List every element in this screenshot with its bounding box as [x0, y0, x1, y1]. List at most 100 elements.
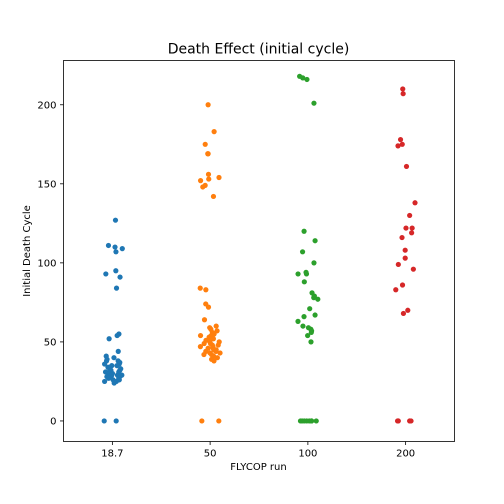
data-point: [402, 247, 408, 253]
y-tick-label: 200: [37, 100, 56, 111]
data-point: [400, 310, 407, 317]
data-point: [299, 249, 306, 255]
data-point: [412, 200, 418, 206]
data-point: [313, 418, 319, 424]
data-point: [300, 323, 306, 329]
data-point: [308, 329, 314, 336]
data-point: [399, 141, 405, 147]
data-point: [201, 351, 207, 358]
data-point: [200, 184, 206, 190]
x-tick-label: 50: [204, 449, 217, 460]
data-point: [112, 244, 118, 250]
data-point: [300, 75, 306, 81]
data-point: [205, 304, 212, 310]
data-point: [197, 178, 204, 184]
x-axis-label: FLYCOP run: [230, 462, 286, 473]
data-point: [295, 271, 301, 277]
data-point: [303, 271, 310, 277]
data-point: [211, 358, 217, 364]
y-tick-label: 100: [37, 258, 56, 269]
data-point: [399, 234, 405, 241]
data-point: [409, 230, 415, 236]
data-point: [114, 363, 120, 369]
data-point: [395, 261, 401, 268]
data-point: [308, 418, 315, 424]
data-point: [205, 151, 211, 157]
data-point: [400, 86, 406, 92]
data-point: [113, 249, 119, 255]
data-point: [216, 174, 222, 181]
x-axis: 18.7 50 100 200: [101, 441, 415, 460]
data-point: [312, 238, 318, 244]
data-point: [395, 418, 401, 424]
data-point: [111, 355, 117, 361]
x-tick-label: 100: [298, 449, 317, 460]
data-point: [201, 340, 207, 347]
data-point: [111, 380, 117, 386]
data-point: [197, 285, 203, 291]
data-point: [403, 225, 409, 231]
data-point: [115, 348, 121, 354]
data-point: [214, 355, 220, 361]
data-point: [113, 268, 119, 274]
data-point: [117, 274, 123, 280]
data-point: [113, 418, 119, 424]
chart-title: Death Effect (initial cycle): [168, 42, 350, 58]
data-point: [217, 350, 223, 356]
data-point: [405, 307, 411, 313]
y-axis: 0 50 100 150 200: [37, 100, 64, 427]
data-point: [102, 378, 108, 385]
data-point: [410, 266, 416, 272]
data-point: [308, 339, 314, 345]
data-point: [403, 163, 410, 170]
data-point: [311, 295, 317, 301]
data-point: [103, 271, 109, 277]
data-point: [205, 171, 212, 177]
data-point: [311, 100, 317, 106]
data-point: [216, 418, 222, 424]
data-point: [206, 176, 212, 182]
data-point: [197, 332, 204, 339]
data-point: [305, 332, 311, 339]
data-point: [202, 141, 208, 147]
data-point: [205, 102, 211, 108]
x-tick-label: 18.7: [101, 449, 123, 460]
data-point: [295, 318, 301, 324]
data-point: [210, 336, 216, 342]
data-point: [397, 136, 404, 143]
data-point: [395, 143, 401, 149]
data-points: [101, 73, 418, 424]
data-point: [105, 375, 112, 381]
data-point: [400, 91, 406, 97]
data-point: [199, 418, 205, 424]
data-point: [311, 260, 317, 266]
data-point: [301, 314, 307, 320]
data-point: [201, 317, 208, 323]
data-point: [301, 228, 307, 234]
data-point: [101, 418, 107, 424]
data-point: [113, 285, 120, 291]
data-point: [114, 332, 120, 339]
data-point: [105, 242, 112, 249]
data-point: [301, 418, 307, 424]
data-point: [304, 76, 310, 83]
data-point: [407, 418, 413, 424]
data-point: [119, 246, 125, 252]
y-tick-label: 150: [37, 179, 56, 190]
data-point: [203, 287, 209, 293]
y-axis-label: Initial Death Cycle: [22, 205, 33, 297]
data-point: [307, 306, 313, 312]
data-point: [102, 361, 108, 367]
data-point: [215, 342, 221, 348]
data-point: [213, 323, 219, 329]
data-point: [315, 296, 321, 302]
data-point: [197, 344, 204, 350]
plot-frame: [63, 60, 455, 442]
data-point: [402, 255, 408, 261]
data-point: [301, 279, 307, 285]
data-point: [112, 217, 119, 223]
x-tick-label: 200: [396, 449, 415, 460]
data-point: [106, 336, 112, 342]
data-point: [213, 348, 219, 354]
